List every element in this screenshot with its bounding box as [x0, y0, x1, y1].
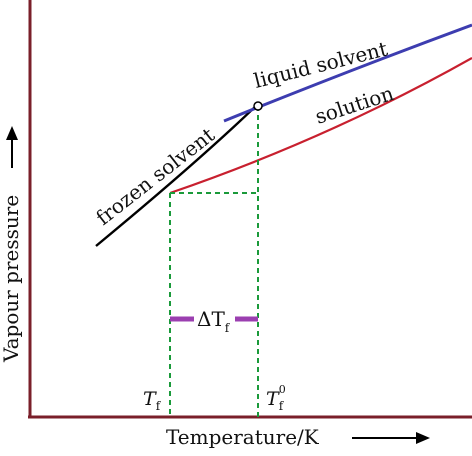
tf-label: Tf: [143, 388, 162, 413]
x-axis-label: Temperature/K: [166, 425, 320, 449]
x-axis-arrow: [352, 432, 430, 444]
triple-point-marker: [253, 101, 263, 111]
solution-label: solution: [312, 81, 397, 129]
y-axis-arrow: [6, 126, 18, 168]
solution-curve: [169, 57, 472, 195]
tf0-label: T0 f: [266, 383, 286, 413]
delta-tf-label: ΔTf: [197, 307, 231, 335]
liquid-solvent-label: liquid solvent: [251, 36, 390, 92]
frozen-solvent-curve: [95, 103, 259, 247]
frozen-solvent-label: frozen solvent: [91, 123, 219, 230]
y-axis-label: Vapour pressure: [0, 195, 23, 363]
